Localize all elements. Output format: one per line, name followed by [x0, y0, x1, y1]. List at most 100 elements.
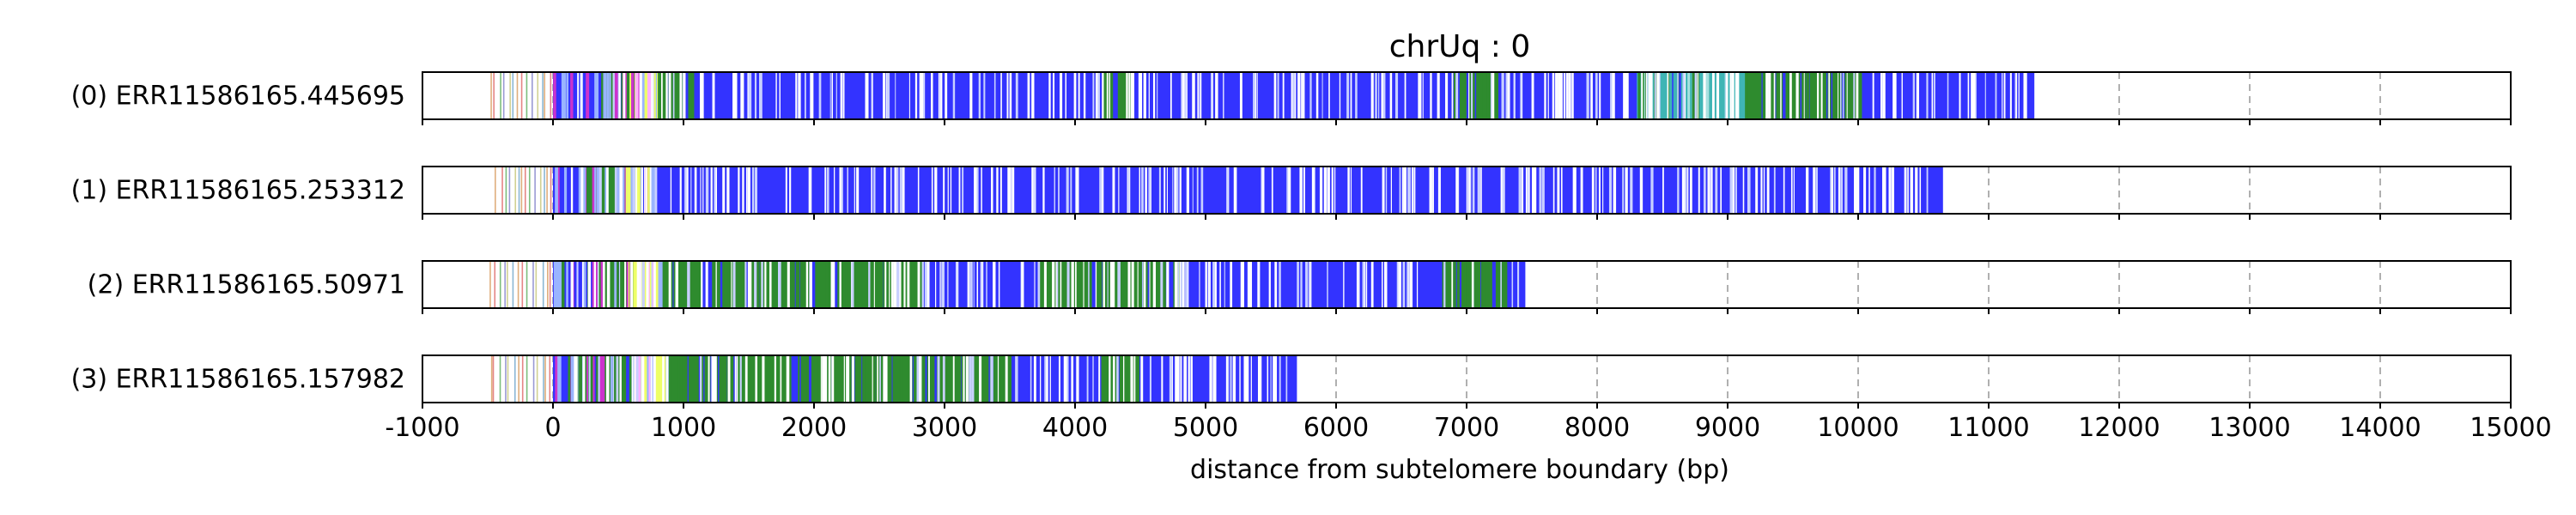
segment-mark: [1170, 72, 1172, 119]
segment-mark: [1431, 167, 1432, 214]
segment-mark: [1639, 167, 1643, 214]
segment-mark: [550, 167, 552, 214]
segment-mark: [873, 167, 876, 214]
segment-mark: [684, 167, 687, 214]
segment-mark: [1261, 167, 1265, 214]
segment-mark: [1052, 261, 1055, 308]
segment-mark: [1133, 355, 1136, 403]
segment-mark: [1121, 261, 1127, 308]
segment-mark: [618, 72, 621, 119]
segment-mark: [586, 72, 590, 119]
segment-mark: [1247, 261, 1249, 308]
segment-mark: [1910, 167, 1913, 214]
segment-mark: [1241, 261, 1244, 308]
x-axis-label: distance from subtelomere boundary (bp): [1190, 455, 1729, 485]
segment-mark: [701, 261, 703, 308]
segment-mark: [1698, 167, 1700, 214]
segment-mark: [856, 261, 862, 308]
segment-mark: [1180, 261, 1182, 308]
read-track: (2) ERR11586165.50971: [88, 260, 2512, 314]
segment-mark: [1863, 167, 1867, 214]
segment-mark: [1872, 72, 1874, 119]
segment-mark: [1477, 167, 1480, 214]
segment-mark: [1803, 72, 1805, 119]
segment-mark: [869, 261, 876, 308]
segment-mark: [1319, 167, 1323, 214]
segment-mark: [1514, 72, 1516, 119]
segment-mark: [1947, 72, 1949, 119]
segment-mark: [1599, 72, 1601, 119]
segment-mark: [1038, 261, 1044, 308]
segment-mark: [808, 167, 812, 214]
segment-mark: [996, 167, 999, 214]
segment-mark: [594, 72, 599, 119]
segment-mark: [672, 355, 678, 403]
segment-mark: [612, 355, 615, 403]
segment-mark: [504, 261, 506, 308]
segment-mark: [1455, 72, 1459, 119]
x-tick-label: 6000: [1303, 413, 1369, 443]
segment-mark: [662, 355, 665, 403]
segment-mark: [722, 167, 726, 214]
segment-mark: [600, 261, 604, 308]
segment-mark: [845, 261, 849, 308]
segment-mark: [908, 72, 910, 119]
segment-mark: [547, 261, 549, 308]
segment-mark: [1131, 261, 1134, 308]
segment-mark: [898, 261, 902, 308]
segment-mark: [626, 261, 631, 308]
segment-mark: [1253, 72, 1255, 119]
segment-mark: [646, 355, 650, 403]
segment-mark: [1984, 72, 1986, 119]
segment-mark: [931, 167, 933, 214]
segment-mark: [624, 261, 626, 308]
segment-mark: [820, 261, 826, 308]
segment-mark: [754, 261, 757, 308]
segment-mark: [774, 355, 776, 403]
segment-mark: [986, 261, 987, 308]
segment-mark: [1099, 167, 1102, 214]
segment-mark: [1893, 72, 1897, 119]
segment-mark: [1478, 72, 1483, 119]
segment-mark: [969, 355, 972, 403]
segment-mark: [1303, 72, 1305, 119]
segment-mark: [1102, 167, 1104, 214]
segment-mark: [1071, 355, 1074, 403]
segment-mark: [1552, 72, 1555, 119]
segment-mark: [1149, 261, 1151, 308]
segment-mark: [710, 167, 713, 214]
segment-mark: [1919, 167, 1921, 214]
segment-mark: [655, 261, 663, 308]
segment-mark: [609, 72, 612, 119]
segment-mark: [1612, 72, 1615, 119]
segment-mark: [679, 72, 683, 119]
segment-mark: [973, 261, 975, 308]
segment-mark: [745, 167, 748, 214]
segment-mark: [921, 261, 924, 308]
segment-mark: [1285, 355, 1288, 403]
segment-mark: [1692, 72, 1695, 119]
segment-mark: [1279, 355, 1281, 403]
segment-mark: [592, 167, 595, 214]
segment-mark: [1747, 72, 1752, 119]
segment-mark: [889, 261, 890, 308]
segment-mark: [1197, 72, 1200, 119]
segment-mark: [799, 72, 801, 119]
segment-mark: [526, 355, 528, 403]
x-tick-label: 9000: [1695, 413, 1760, 443]
segment-mark: [793, 261, 795, 308]
segment-mark: [598, 355, 600, 403]
segment-mark: [588, 355, 591, 403]
segment-mark: [670, 72, 672, 119]
segment-mark: [532, 72, 533, 119]
segment-mark: [787, 261, 790, 308]
segment-mark: [570, 167, 573, 214]
segment-mark: [1401, 167, 1404, 214]
segment-mark: [824, 167, 826, 214]
segment-mark: [1405, 167, 1407, 214]
segment-mark: [1225, 355, 1230, 403]
segment-mark: [1398, 261, 1401, 308]
segment-mark: [677, 261, 681, 308]
segment-mark: [1650, 167, 1653, 214]
segment-mark: [1558, 72, 1561, 119]
